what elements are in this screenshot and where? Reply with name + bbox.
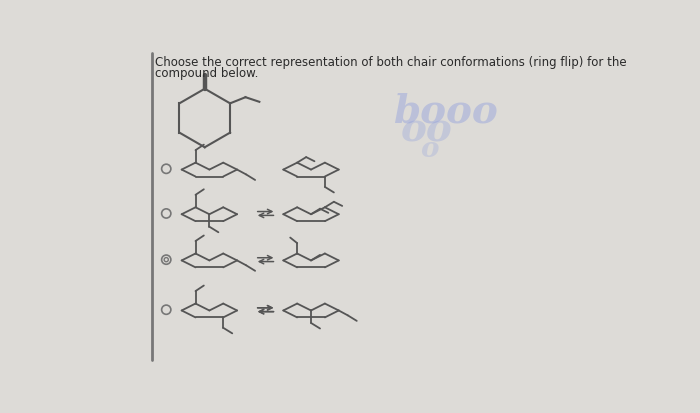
Text: Choose the correct representation of both chair conformations (ring flip) for th: Choose the correct representation of bot… — [155, 56, 626, 69]
Text: compound below.: compound below. — [155, 66, 258, 79]
Text: o: o — [421, 136, 439, 163]
Text: oo: oo — [401, 111, 453, 149]
Text: booo: booo — [393, 92, 498, 130]
